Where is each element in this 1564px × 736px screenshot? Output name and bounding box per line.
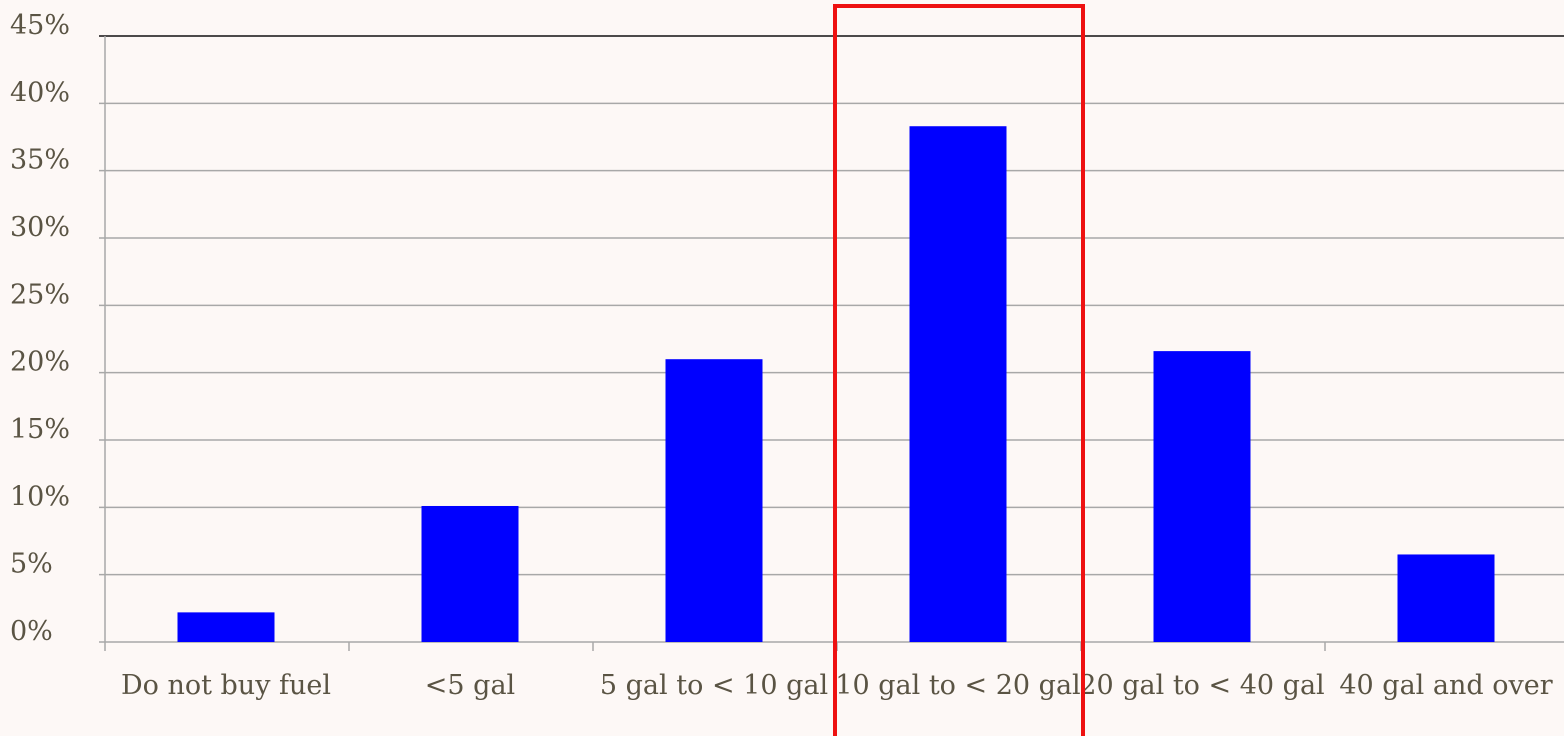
x-tick-label: 10 gal to < 20 gal	[835, 670, 1080, 701]
bar	[1153, 351, 1251, 642]
y-tick-label: 35%	[10, 145, 70, 176]
x-tick-label: 40 gal and over	[1339, 670, 1552, 701]
bars	[177, 126, 1495, 642]
y-tick-label: 20%	[10, 347, 70, 378]
highlight-box	[833, 4, 1085, 736]
x-tick-label: <5 gal	[425, 670, 515, 701]
y-tick-label: 0%	[10, 616, 53, 647]
gridlines	[99, 35, 1564, 576]
bar	[665, 359, 763, 642]
y-axis-tick-labels: 0% 5% 10% 15% 20% 25% 30% 35% 40% 45%	[10, 10, 70, 647]
y-tick-label: 25%	[10, 279, 70, 310]
y-tick-label: 40%	[10, 77, 70, 108]
y-tick-label: 15%	[10, 414, 70, 445]
x-tick-label: Do not buy fuel	[121, 670, 331, 701]
highlight-box-group	[833, 4, 1085, 736]
bar	[1397, 554, 1495, 642]
bar	[909, 126, 1007, 642]
x-tick-label: 20 gal to < 40 gal	[1079, 670, 1324, 701]
y-tick-label: 10%	[10, 481, 70, 512]
bar	[177, 612, 275, 642]
y-tick-label: 45%	[10, 10, 70, 41]
y-tick-label: 30%	[10, 212, 70, 243]
axes	[99, 36, 1564, 651]
x-axis-tick-labels: Do not buy fuel <5 gal 5 gal to < 10 gal 10…	[121, 670, 1553, 701]
bar	[421, 505, 519, 642]
y-tick-label: 5%	[10, 549, 53, 580]
x-tick-label: 5 gal to < 10 gal	[600, 670, 828, 701]
